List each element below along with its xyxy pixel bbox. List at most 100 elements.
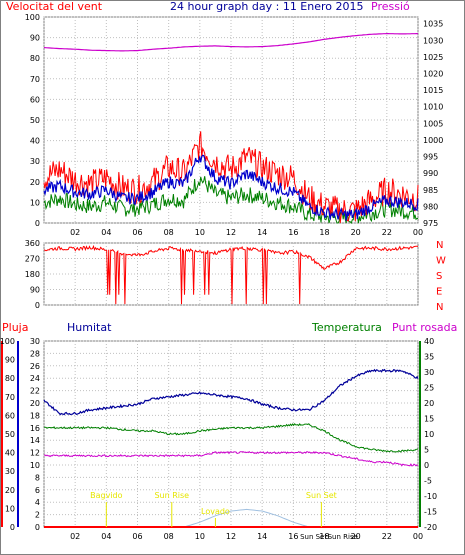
tick-label-rain: 20: [30, 399, 40, 408]
tick-label-humidity: 40: [5, 449, 15, 458]
tick-label-rain: 22: [30, 387, 40, 396]
tick-label-x: 00: [413, 228, 423, 237]
tick-label-rain: 4: [35, 498, 40, 507]
tick-label-humidity: 70: [5, 393, 15, 402]
compass-label: N: [436, 302, 443, 313]
tick-label-x: 04: [101, 532, 111, 541]
tick-label-left: 60: [30, 95, 40, 104]
tick-label-left: 0: [35, 301, 40, 310]
graph-title: 24 hour graph day : 11 Enero 2015: [170, 0, 364, 13]
pressure-label: Pressió: [371, 0, 410, 13]
tick-label-right: 1000: [423, 136, 443, 145]
tick-label-rain: 6: [35, 486, 40, 495]
tick-label-x: 18: [319, 532, 329, 541]
tick-label-temperature: 35: [424, 353, 434, 362]
tick-label-rain: 10: [30, 461, 40, 470]
tick-label-temperature: -5: [424, 477, 432, 486]
pressure-right-ticks: 975 980 985 990 995 1000 1005 1010 1015 1020 1025 1…: [423, 20, 443, 228]
humidity-label: Humitat: [67, 321, 112, 334]
tick-label-temperature: 25: [424, 384, 434, 393]
tick-label-temperature: 20: [424, 399, 434, 408]
tick-label-humidity: 30: [5, 467, 15, 476]
wind-grid: [43, 16, 419, 224]
series-line-gust: [43, 131, 419, 224]
tick-label-right: 1005: [423, 119, 443, 128]
compass-label: S: [436, 271, 442, 282]
tick-label-left: 90: [30, 286, 40, 295]
tick-label-temperature: 5: [424, 446, 429, 455]
tick-label-x: 14: [257, 228, 267, 237]
tick-label-x: 02: [70, 532, 80, 541]
tick-label-rain: 12: [30, 449, 40, 458]
tick-label-humidity: 10: [5, 504, 15, 513]
tick-label-left: 70: [30, 75, 40, 84]
tick-label-right: 980: [423, 202, 438, 211]
tick-label-x: 08: [164, 228, 174, 237]
tick-label-right: 1030: [423, 36, 443, 45]
direction-series: [43, 244, 419, 305]
tick-label-left: 0: [35, 219, 40, 228]
event-label: Bagvido: [90, 491, 123, 500]
event-label-bottom: Sun Rise: [328, 533, 358, 541]
tick-label-left: 10: [30, 198, 40, 207]
tick-label-humidity: 60: [5, 411, 15, 420]
tick-label-right: 990: [423, 169, 438, 178]
tick-label-rain: 8: [35, 473, 40, 482]
series-line-average: [43, 154, 419, 221]
tick-label-left: 270: [25, 255, 40, 264]
wind-series: [43, 32, 419, 225]
tick-label-x: 06: [132, 228, 142, 237]
tick-label-x: 10: [195, 532, 205, 541]
temperature-label: Temperatura: [311, 321, 382, 334]
tick-label-x: 20: [351, 228, 361, 237]
tick-label-temperature: -10: [424, 492, 437, 501]
tick-label-x: 08: [164, 532, 174, 541]
compass-label: W: [436, 256, 446, 267]
tick-label-rain: 26: [30, 362, 40, 371]
series-line-pressure: [43, 32, 418, 52]
tick-label-left: 40: [30, 137, 40, 146]
tick-label-rain: 30: [30, 337, 40, 346]
tick-label-rain: 2: [35, 511, 40, 520]
temperature-ticks: -20 -15 -10 -5 0 5 10 15 20 25 30 35 40: [424, 337, 437, 532]
tick-label-left: 90: [30, 34, 40, 43]
tick-label-temperature: 15: [424, 415, 434, 424]
series-line-temperature: [43, 422, 419, 453]
tick-label-temperature: 30: [424, 368, 434, 377]
tick-label-humidity: 100: [0, 337, 15, 346]
tick-label-rain: 0: [35, 523, 40, 532]
tick-label-temperature: -20: [424, 523, 437, 532]
series-line-direction: [43, 244, 419, 305]
tick-label-right: 1010: [423, 103, 443, 112]
tick-label-right: 1015: [423, 86, 443, 95]
humidity-ticks: 0 10 20 30 40 50 60 70 80 90 100: [0, 337, 15, 532]
tick-label-left: 360: [25, 239, 40, 248]
tick-label-rain: 14: [30, 436, 40, 445]
tick-label-x: 04: [101, 228, 111, 237]
tick-label-x: 14: [257, 532, 267, 541]
humidity-x-ticks: 02 04 06 08 10 12 14 16 18 20 22 00: [70, 532, 423, 541]
tick-label-temperature: 40: [424, 337, 434, 346]
tick-label-x: 02: [70, 228, 80, 237]
tick-label-x: 18: [319, 228, 329, 237]
tick-label-rain: 24: [30, 374, 40, 383]
tick-label-right: 1035: [423, 20, 443, 29]
tick-label-x: 22: [382, 228, 392, 237]
tick-label-x: 12: [226, 532, 236, 541]
compass-label: N: [436, 240, 443, 251]
tick-label-x: 10: [195, 228, 205, 237]
series-line-dewpoint: [44, 451, 419, 467]
tick-label-right: 985: [423, 186, 438, 195]
tick-label-right: 995: [423, 153, 438, 162]
tick-label-temperature: 10: [424, 430, 434, 439]
tick-label-temperature: 0: [424, 461, 429, 470]
tick-label-rain: 16: [30, 424, 40, 433]
tick-label-x: 06: [132, 532, 142, 541]
event-label: Lovado: [201, 507, 230, 516]
tick-label-x: 00: [413, 532, 423, 541]
tick-label-rain: 18: [30, 411, 40, 420]
tick-label-humidity: 20: [5, 486, 15, 495]
wind-speed-label: Velocitat del vent: [6, 0, 103, 13]
